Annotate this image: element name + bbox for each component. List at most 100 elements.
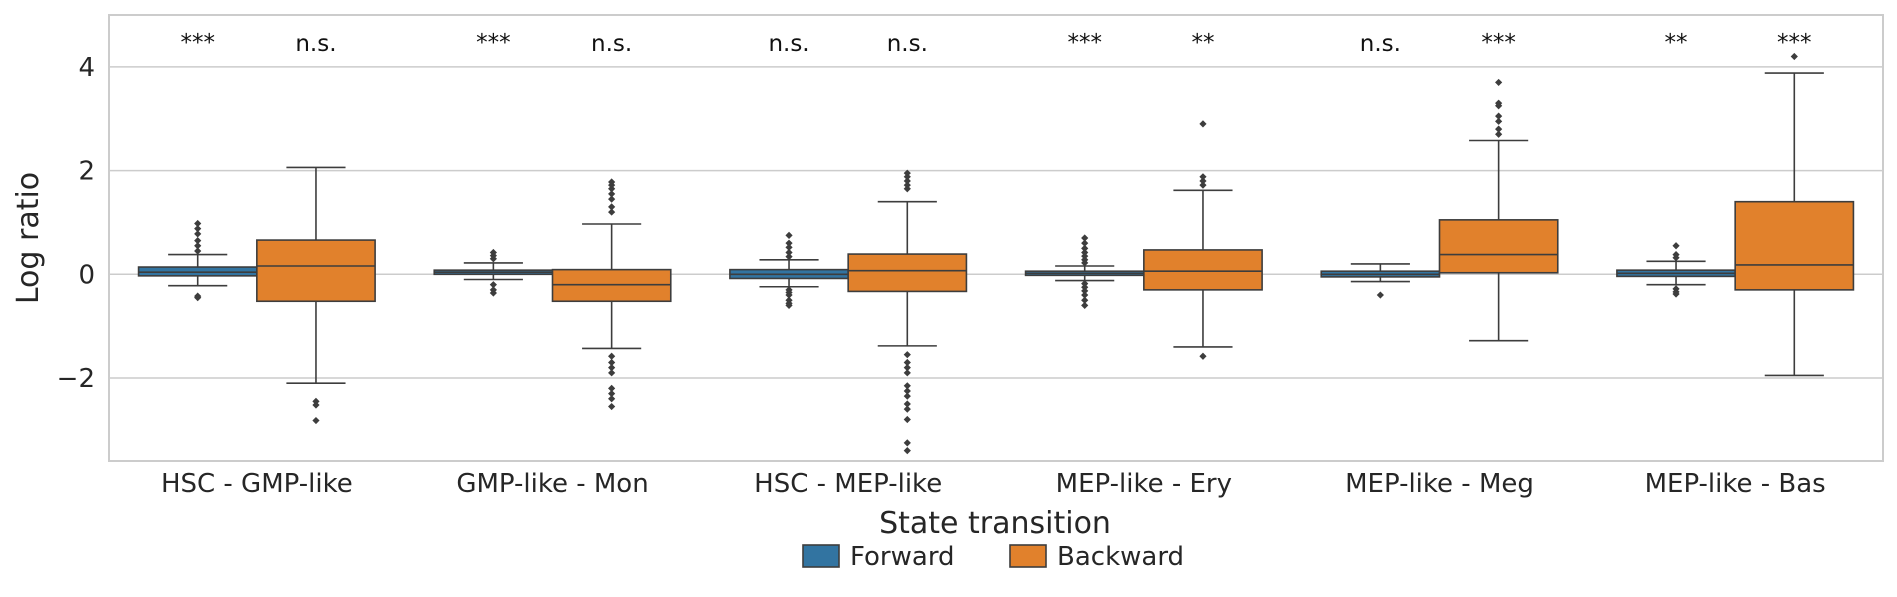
legend-item-0: Forward bbox=[802, 542, 955, 572]
outlier-point bbox=[1376, 291, 1384, 299]
outlier-point bbox=[1081, 248, 1089, 257]
outlier-point bbox=[608, 352, 616, 360]
outlier-point bbox=[1199, 352, 1207, 360]
outlier-point bbox=[312, 397, 320, 405]
outlier-point bbox=[785, 253, 793, 261]
outlier-point bbox=[785, 301, 793, 310]
outlier-point bbox=[903, 181, 911, 189]
outlier-point bbox=[608, 185, 616, 193]
outlier-point bbox=[903, 364, 911, 372]
box-1-3 bbox=[1143, 120, 1263, 360]
outlier-point bbox=[194, 242, 202, 250]
outlier-point bbox=[903, 369, 911, 377]
box-1-5 bbox=[1734, 52, 1855, 377]
legend: Forward Backward bbox=[802, 542, 1184, 572]
significance-label: n.s. bbox=[1360, 31, 1401, 57]
outlier-point bbox=[608, 190, 616, 198]
outlier-point bbox=[1199, 173, 1207, 181]
outlier-point bbox=[1081, 283, 1089, 291]
significance-labels: *** n.s. *** n.s. n.s. n.s. *** ** n.s. *** ** *** bbox=[180, 30, 1811, 57]
outlier-point bbox=[1790, 52, 1798, 61]
outlier-point bbox=[608, 178, 616, 186]
plot-frame bbox=[108, 14, 1884, 462]
outlier-point bbox=[903, 415, 911, 424]
outlier-point bbox=[903, 387, 911, 395]
box-0-1 bbox=[433, 248, 554, 297]
outlier-point bbox=[1081, 239, 1089, 247]
outlier-point bbox=[1081, 296, 1089, 304]
outlier-point bbox=[903, 351, 911, 359]
outlier-point bbox=[608, 364, 616, 372]
outlier-point bbox=[1495, 130, 1503, 138]
x-tick-label: MEP-like - Meg bbox=[1345, 469, 1534, 499]
legend-label: Backward bbox=[1057, 542, 1184, 572]
outlier-point bbox=[1081, 234, 1089, 242]
box-groups bbox=[137, 52, 1855, 455]
x-tick-labels: HSC - GMP-like GMP-like - Mon HSC - MEP-li… bbox=[161, 469, 1826, 499]
outlier-point bbox=[608, 402, 616, 411]
box-body bbox=[847, 253, 968, 293]
y-axis-title: Log ratio bbox=[11, 172, 46, 304]
outlier-point bbox=[1081, 244, 1089, 252]
outlier-point bbox=[1495, 99, 1503, 107]
outlier-point bbox=[903, 177, 911, 185]
box-1-1 bbox=[551, 178, 672, 411]
outlier-point bbox=[1672, 250, 1680, 259]
outlier-point bbox=[1495, 112, 1503, 120]
x-tick-label: HSC - MEP-like bbox=[754, 469, 942, 499]
box-0-3 bbox=[1024, 234, 1145, 310]
significance-label: *** bbox=[1481, 30, 1516, 56]
outlier-point bbox=[1495, 117, 1503, 125]
outlier-point bbox=[608, 369, 616, 377]
x-tick-label: HSC - GMP-like bbox=[161, 469, 353, 499]
legend-swatch bbox=[802, 544, 840, 568]
outlier-point bbox=[489, 281, 497, 289]
outlier-point bbox=[608, 358, 616, 367]
x-axis-title: State transition bbox=[879, 506, 1111, 541]
y-tick-label-2: 2 bbox=[78, 157, 95, 187]
box-0-2 bbox=[729, 231, 849, 310]
box-body bbox=[1734, 200, 1855, 291]
outlier-point bbox=[903, 173, 911, 181]
x-tick-label: MEP-like - Ery bbox=[1056, 469, 1232, 499]
outlier-point bbox=[1199, 120, 1207, 128]
outlier-point bbox=[903, 392, 911, 400]
outlier-point bbox=[903, 185, 911, 193]
y-tick-labels: −2 0 2 4 bbox=[57, 53, 95, 394]
outlier-point bbox=[489, 289, 497, 297]
outlier-point bbox=[1081, 280, 1089, 288]
significance-label: ** bbox=[1191, 30, 1214, 56]
box-body bbox=[1438, 219, 1559, 274]
outlier-point bbox=[903, 169, 911, 177]
outlier-point bbox=[1081, 252, 1089, 260]
y-tick-label--2: −2 bbox=[57, 364, 95, 394]
box-0-4 bbox=[1320, 263, 1441, 299]
box-body bbox=[256, 239, 376, 303]
outlier-point bbox=[785, 239, 793, 247]
outlier-point bbox=[608, 384, 616, 392]
outlier-point bbox=[312, 401, 320, 409]
significance-label: n.s. bbox=[768, 31, 809, 57]
outlier-point bbox=[608, 195, 616, 203]
outlier-point bbox=[785, 231, 793, 240]
outlier-point bbox=[1495, 125, 1503, 133]
legend-swatch bbox=[1009, 544, 1047, 568]
outlier-point bbox=[608, 203, 616, 211]
outlier-point bbox=[903, 405, 911, 413]
outlier-point bbox=[785, 248, 793, 257]
outlier-point bbox=[1081, 301, 1089, 310]
outlier-point bbox=[194, 247, 202, 255]
plot-background bbox=[109, 15, 1883, 461]
significance-label: *** bbox=[1067, 30, 1102, 56]
outlier-point bbox=[903, 439, 911, 447]
outlier-point bbox=[608, 208, 616, 216]
outlier-point bbox=[903, 382, 911, 390]
outlier-point bbox=[194, 219, 202, 228]
outlier-point bbox=[312, 416, 320, 425]
outlier-point bbox=[1495, 78, 1503, 87]
outlier-point bbox=[1081, 287, 1089, 295]
box-0-0 bbox=[137, 219, 258, 302]
outlier-point bbox=[1081, 291, 1089, 299]
significance-label: n.s. bbox=[591, 31, 632, 57]
